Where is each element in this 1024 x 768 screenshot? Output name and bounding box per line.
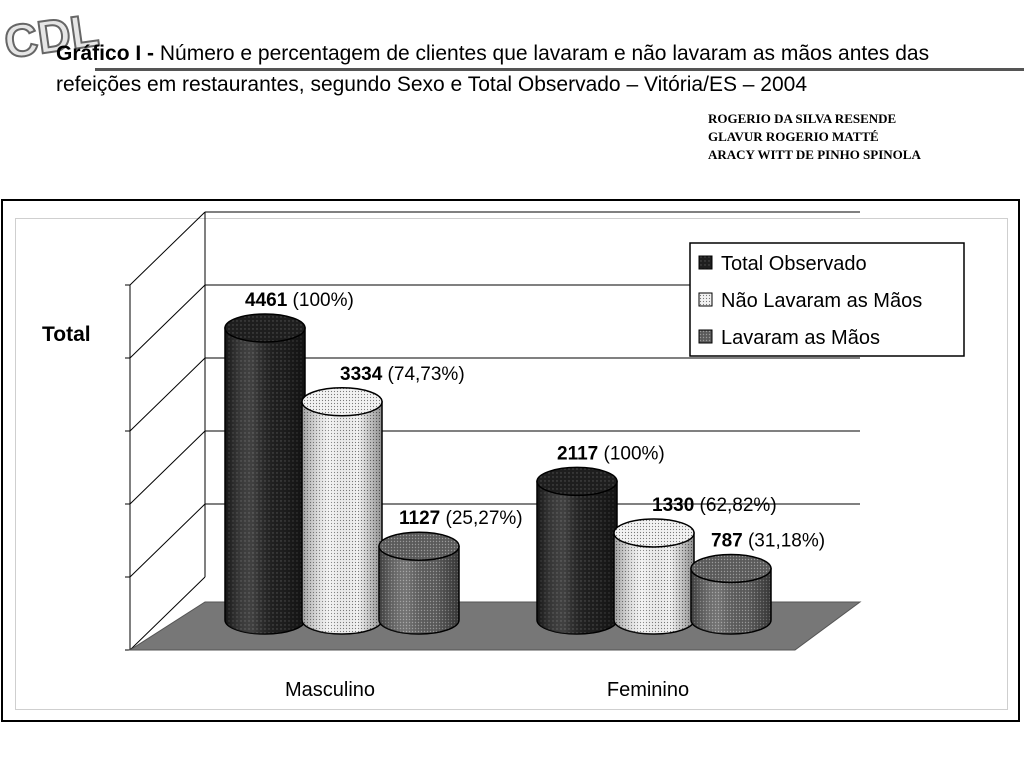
data-label: 4461 (100%): [245, 290, 354, 311]
side-wall-line: [129, 284, 206, 359]
chart-inner-border: [15, 218, 1008, 710]
bar-n-o-lavaram-as-m-os-masculino: [301, 387, 383, 635]
side-wall-line: [129, 576, 206, 651]
category-label-feminino: Feminino: [607, 679, 689, 701]
bars-layer: [224, 313, 772, 635]
data-label: 1330 (62,82%): [652, 495, 777, 516]
legend-box: [689, 242, 965, 357]
bar-top: [536, 466, 618, 497]
legend-swatch: [698, 329, 713, 344]
side-wall-line: [129, 430, 206, 505]
data-label: 3334 (74,73%): [340, 364, 465, 385]
author-2: GLAVUR ROGERIO MATTÉ: [708, 129, 879, 144]
data-label: 1127 (25,27%): [399, 508, 523, 529]
category-label-masculino: Masculino: [285, 679, 375, 701]
bar-top: [690, 553, 772, 584]
side-wall-line: [129, 211, 206, 286]
bar-total-observado-feminino: [536, 466, 618, 635]
category-labels: Masculino Feminino: [285, 679, 689, 701]
y-axis-label: Total: [42, 323, 91, 346]
legend-swatch: [698, 255, 713, 270]
author-1: ROGERIO DA SILVA RESENDE: [708, 111, 897, 126]
bar-lavaram-as-m-os-masculino: [378, 531, 460, 635]
author-3: ARACY WITT DE PINHO SPINOLA: [708, 147, 921, 162]
title-bold: Gráfico I -: [56, 42, 155, 65]
side-wall-line: [129, 357, 206, 432]
header-divider: [95, 68, 1024, 71]
bar-n-o-lavaram-as-m-os-feminino: [613, 518, 695, 635]
data-label: 787 (31,18%): [711, 530, 825, 551]
bar-top: [613, 518, 695, 548]
legend-item-label: Lavaram as Mãos: [721, 327, 880, 349]
bar-total-observado-masculino: [224, 313, 306, 635]
grid-layer: [125, 211, 860, 651]
title-text: Número e percentagem de clientes que lav…: [56, 42, 930, 96]
legend: Total Observado Não Lavaram as Mãos Lavara…: [689, 242, 965, 357]
data-label: 2117 (100%): [557, 443, 665, 464]
labels-layer: 4461 (100%) 3334 (74,73%) 1127 (25,27%) 211…: [245, 290, 825, 551]
legend-item-label: Não Lavaram as Mãos: [721, 290, 922, 312]
authors-block: ROGERIO DA SILVA RESENDE GLAVUR ROGERIO …: [708, 110, 921, 164]
legend-item-label: Total Observado: [721, 253, 867, 275]
bar-lavaram-as-m-os-feminino: [690, 553, 772, 635]
bar-top: [224, 313, 306, 343]
page-title: Gráfico I - Número e percentagem de clie…: [56, 38, 966, 100]
cdl-logo: CDL: [0, 2, 103, 62]
side-wall-line: [129, 503, 206, 578]
legend-swatch: [698, 292, 713, 307]
bar-top: [301, 387, 383, 417]
bar-top: [378, 531, 460, 561]
